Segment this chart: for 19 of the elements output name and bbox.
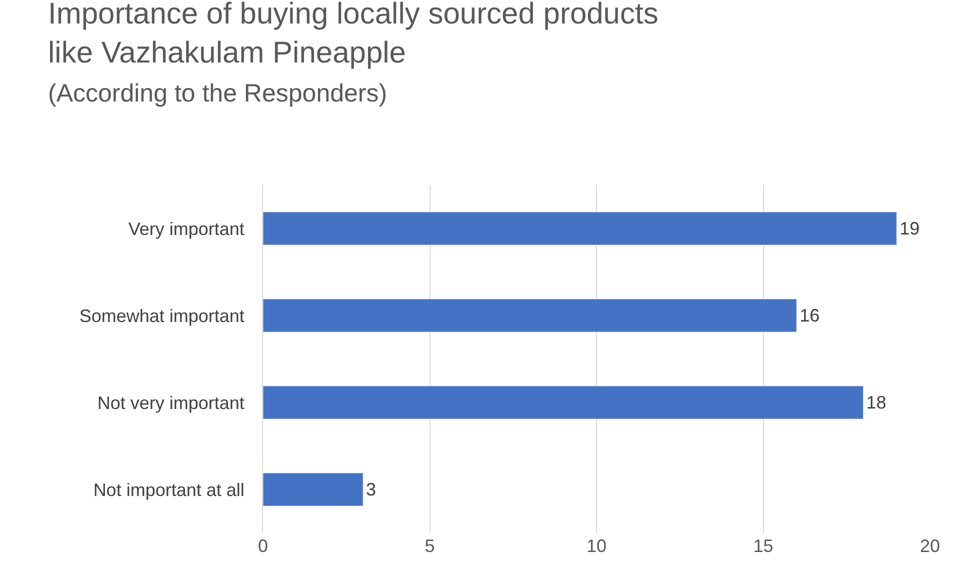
bar <box>263 472 364 506</box>
x-tick-label: 5 <box>424 536 435 556</box>
data-label: 18 <box>866 392 886 412</box>
bar <box>263 386 864 420</box>
chart-subtitle: (According to the Responders) <box>48 79 388 108</box>
x-tick-label: 15 <box>753 536 774 556</box>
y-tick-label: Not important at all <box>93 480 244 500</box>
y-tick-label: Very important <box>128 218 244 239</box>
x-tick-label: 0 <box>258 536 268 556</box>
chart-title: Importance of buying locally sourced products like Vazhakulam Pineapple <box>48 0 658 70</box>
bar <box>263 212 897 246</box>
y-tick-label: Not very important <box>97 392 244 413</box>
data-label: 19 <box>900 218 920 238</box>
x-tick-label: 10 <box>586 536 607 556</box>
data-label: 3 <box>366 480 376 500</box>
data-label: 16 <box>800 306 820 326</box>
x-tick-label: 20 <box>920 536 940 556</box>
bar <box>263 298 797 332</box>
y-tick-label: Somewhat important <box>79 306 244 326</box>
